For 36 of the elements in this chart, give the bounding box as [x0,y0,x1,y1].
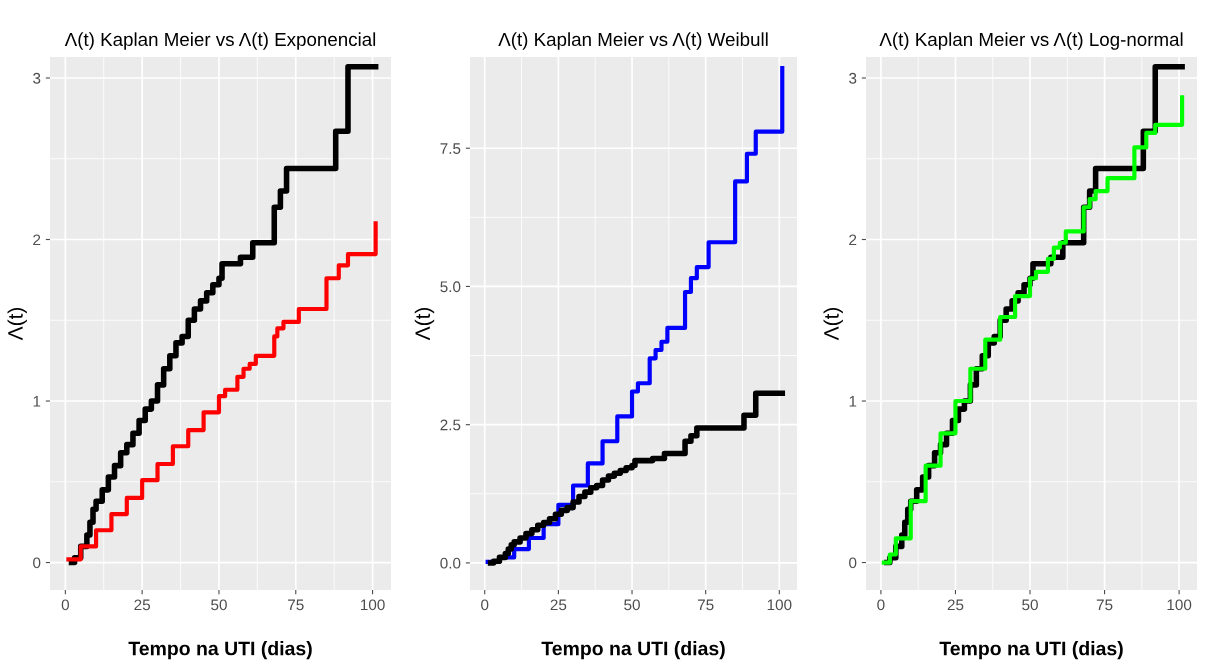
x-tick-label: 50 [1022,599,1038,611]
y-tick-label: 3 [849,72,857,84]
y-tick-label: 0 [33,557,41,569]
chart-title: Λ(t) Kaplan Meier vs Λ(t) Log-normal [879,32,1183,50]
x-tick-label: 50 [624,599,640,611]
x-tick-label: 25 [550,599,567,611]
x-tick-label: 0 [481,599,489,611]
y-tick-label: 3 [33,72,41,84]
y-tick-label: 0 [849,557,857,569]
y-tick-label: 2.5 [440,419,461,431]
y-tick-label: 5.0 [440,281,461,293]
x-axis-title: Tempo na UTI (dias) [128,641,312,660]
x-tick-label: 100 [1167,599,1192,611]
y-axis-title: Λ(t) [7,308,27,341]
y-tick-label: 7.5 [440,143,461,154]
x-tick-label: 25 [947,599,964,611]
x-axis-title: Tempo na UTI (dias) [939,641,1123,660]
y-axis-title: Λ(t) [823,308,843,341]
x-tick-label: 25 [134,599,151,611]
x-tick-label: 75 [1096,599,1113,611]
x-tick-label: 100 [767,599,792,611]
x-tick-label: 75 [697,599,714,611]
y-tick-label: 0.0 [440,557,461,569]
x-tick-label: 50 [211,599,227,611]
y-tick-label: 2 [33,234,41,246]
y-tick-label: 2 [849,234,857,246]
x-tick-label: 75 [288,599,304,611]
y-axis-title: Λ(t) [414,308,435,341]
chart-title: Λ(t) Kaplan Meier vs Λ(t) Weibull [498,32,768,50]
x-tick-label: 100 [360,599,385,611]
x-axis-title: Tempo na UTI (dias) [541,641,725,660]
x-tick-label: 0 [877,599,885,611]
y-tick-label: 1 [33,396,41,407]
y-tick-label: 1 [849,396,857,407]
x-tick-label: 0 [61,599,70,611]
chart-title: Λ(t) Kaplan Meier vs Λ(t) Exponencial [64,32,376,50]
